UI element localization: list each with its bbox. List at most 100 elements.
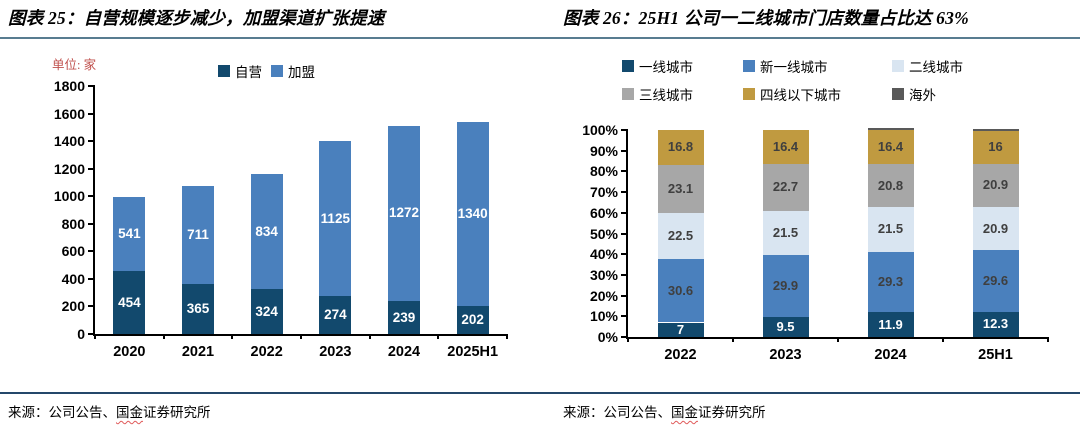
- y-axis-tick-label: 800: [61, 215, 85, 232]
- legend-label: 三线城市: [639, 88, 693, 103]
- chart26-source: 来源：公司公告、国金证券研究所: [563, 401, 766, 421]
- y-axis-tick: [621, 315, 628, 318]
- legend-item: 一线城市: [622, 56, 743, 76]
- bar-segment: [762, 317, 809, 337]
- legend-swatch-icon: [622, 88, 634, 100]
- legend-swatch-icon: [892, 88, 904, 100]
- y-axis-tick-label: 40%: [589, 246, 618, 263]
- y-axis-tick-label: 1600: [53, 105, 85, 122]
- y-axis-tick-label: 10%: [589, 308, 618, 325]
- y-axis-tick-label: 200: [61, 298, 85, 315]
- y-axis-tick: [88, 195, 95, 198]
- bar-value-label: 23.1: [667, 180, 694, 196]
- y-axis-tick-label: 1400: [53, 133, 85, 150]
- category-label: 2022: [664, 347, 697, 363]
- y-axis-tick-label: 0: [77, 326, 85, 342]
- x-axis-tick: [1047, 337, 1049, 342]
- bar-segment: [113, 196, 146, 272]
- y-axis-tick-label: 20%: [589, 287, 618, 304]
- y-axis-tick: [88, 167, 95, 170]
- source-text-spellcheck: 国金: [671, 405, 698, 420]
- category-label: 2020: [113, 344, 146, 360]
- bar-value-label: 22.5: [667, 227, 694, 243]
- legend-swatch-icon: [218, 65, 230, 77]
- bar-segment: [113, 271, 146, 334]
- bar-value-label: 29.6: [982, 272, 1009, 288]
- legend-item: 加盟: [271, 61, 315, 81]
- category-label: 25H1: [978, 347, 1013, 363]
- source-text: 证券研究所: [698, 405, 766, 420]
- bar-segment: [867, 207, 914, 252]
- y-axis-tick: [621, 170, 628, 173]
- category-label: 2021: [181, 344, 215, 360]
- legend-swatch-icon: [271, 65, 283, 77]
- bar-value-label: 1125: [320, 210, 350, 226]
- legend-item: 四线以下城市: [743, 84, 892, 104]
- x-axis-tick: [837, 337, 839, 342]
- y-axis-tick-label: 600: [61, 243, 85, 260]
- legend-swatch-icon: [743, 88, 755, 100]
- bar-segment: [762, 130, 809, 164]
- source-text: 来源：公司公告、: [8, 405, 116, 420]
- bar-value-label: 365: [186, 300, 210, 316]
- x-axis-tick: [732, 337, 734, 342]
- y-axis-tick: [88, 85, 95, 87]
- legend-label: 海外: [909, 88, 936, 103]
- header-rule: [0, 37, 1080, 39]
- x-axis-tick: [368, 334, 371, 339]
- legend-label: 加盟: [288, 65, 315, 80]
- legend-label: 四线以下城市: [760, 88, 841, 103]
- bar-segment: [182, 185, 214, 284]
- y-axis-tick: [88, 250, 95, 253]
- y-axis-tick: [621, 191, 628, 194]
- y-axis-tick: [621, 211, 628, 214]
- bar-value-label: 202: [461, 312, 484, 328]
- legend-swatch-icon: [743, 60, 755, 72]
- y-axis-tick: [621, 149, 628, 152]
- legend-label: 新一线城市: [760, 60, 828, 75]
- y-axis-tick: [621, 253, 628, 256]
- bar-value-label: 30.6: [667, 282, 694, 298]
- source-text: 证券研究所: [143, 405, 211, 420]
- y-axis-tick: [621, 294, 628, 297]
- chart25-unit-label: 单位: 家: [52, 58, 97, 72]
- y-axis-tick-label: 1200: [53, 160, 85, 177]
- y-axis-line: [93, 86, 95, 336]
- bar-value-label: 541: [118, 226, 141, 242]
- x-axis-tick: [437, 334, 440, 339]
- x-axis-tick: [94, 334, 96, 339]
- y-axis-tick: [621, 336, 628, 338]
- legend-label: 自营: [235, 65, 262, 80]
- bar-segment: [972, 163, 1019, 207]
- legend-item: 新一线城市: [743, 56, 892, 76]
- bar-value-label: 20.8: [877, 177, 904, 193]
- bar-value-label: 29.3: [877, 274, 904, 290]
- y-axis-tick-label: 100%: [582, 122, 618, 138]
- chart25-source: 来源：公司公告、国金证券研究所: [8, 401, 211, 421]
- bar-segment: [250, 174, 283, 290]
- bar-segment: [456, 121, 489, 307]
- bar-segment: [972, 130, 1019, 164]
- source-text: 来源：公司公告、: [563, 405, 671, 420]
- category-label: 2023: [769, 347, 802, 363]
- x-axis-tick: [162, 334, 165, 339]
- bar-value-label: 16.8: [667, 139, 694, 155]
- x-axis-tick: [627, 337, 629, 342]
- bar-segment: [762, 163, 809, 211]
- bar-value-label: 12.3: [982, 316, 1009, 332]
- bar-value-label: 29.9: [772, 278, 799, 294]
- y-axis-tick: [621, 232, 628, 235]
- x-axis-tick: [506, 334, 508, 339]
- bar-value-label: 11.9: [878, 316, 903, 332]
- category-label: 2023: [319, 344, 352, 360]
- y-axis-tick-label: 1800: [53, 78, 85, 94]
- x-axis-tick: [942, 337, 944, 342]
- x-axis-tick: [231, 334, 234, 339]
- legend-item: 三线城市: [622, 84, 743, 104]
- legend-swatch-icon: [622, 60, 634, 72]
- bar-segment: [250, 289, 283, 334]
- bar-value-label: 7: [676, 321, 685, 337]
- legend-swatch-icon: [892, 60, 904, 72]
- bar-segment: [319, 296, 352, 334]
- bar-segment: [867, 128, 914, 131]
